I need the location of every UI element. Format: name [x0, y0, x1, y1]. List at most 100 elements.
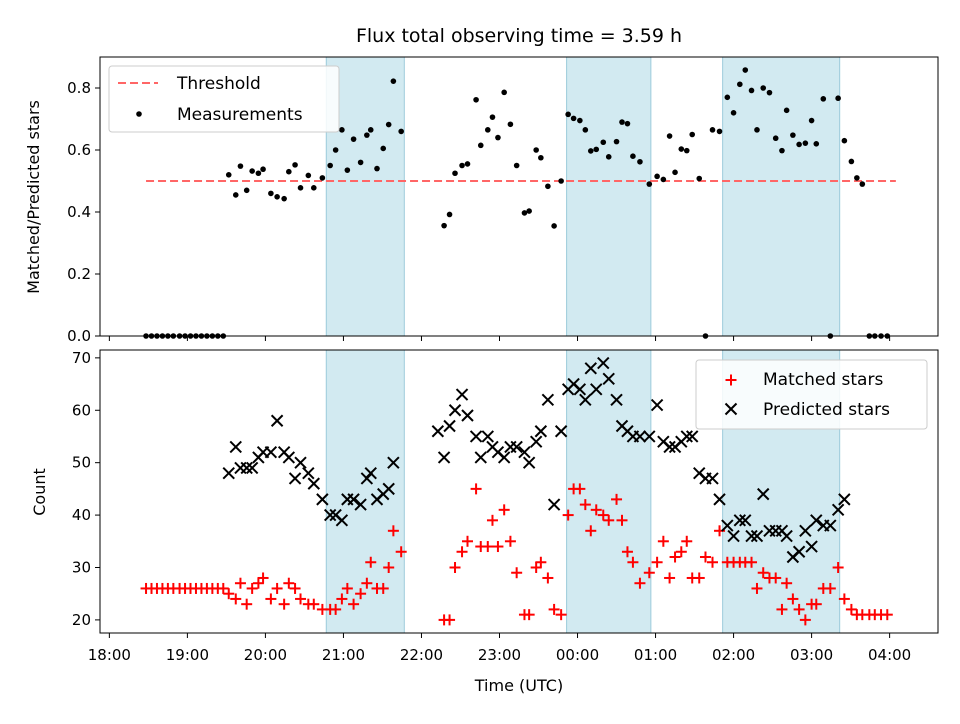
chart-title: Flux total observing time = 3.59 h — [356, 25, 682, 47]
predicted-star-point — [579, 393, 592, 406]
measurement-point — [380, 145, 387, 152]
top-legend: Threshold Measurements — [108, 65, 340, 133]
predicted-star-point — [805, 540, 818, 553]
measurement-point — [357, 159, 364, 166]
matched-star-point — [252, 577, 264, 589]
measurement-point — [582, 127, 589, 133]
measurement-point — [802, 140, 809, 146]
matched-star-point — [824, 582, 836, 594]
matched-star-point — [265, 593, 277, 605]
matched-star-point — [295, 593, 307, 605]
bottom-x-tick-label: 19:00 — [166, 646, 209, 664]
matched-star-point — [462, 535, 474, 547]
measurement-point — [737, 81, 743, 88]
matched-star-point — [832, 561, 844, 573]
predicted-star-point — [547, 498, 561, 511]
bottom-panel: 20 30 40 50 60 70 18:00 19:00 20:00 21:00 22:00 23… — [30, 349, 939, 695]
matched-star-point — [482, 541, 494, 553]
matched-star-point — [383, 561, 395, 573]
measurement-point — [600, 139, 607, 146]
measurement-point — [344, 167, 351, 173]
measurement-point — [305, 172, 312, 179]
measurement-point — [859, 181, 866, 187]
matched-star-point — [634, 577, 646, 589]
measurement-point — [672, 169, 678, 176]
measurement-point — [501, 89, 507, 96]
predicted-star-point — [792, 545, 806, 558]
measurement-point — [766, 89, 773, 96]
measurement-point — [730, 110, 737, 116]
measurement-point — [854, 175, 860, 181]
measurement-point — [513, 162, 520, 169]
measurement-point — [624, 120, 631, 127]
bottom-y-tick-label: 20 — [72, 611, 91, 629]
measurement-point — [565, 111, 571, 118]
bottom-axes-frame — [99, 349, 939, 634]
predicted-star-point — [461, 409, 474, 422]
measurement-point — [678, 146, 685, 152]
matched-star-point — [365, 556, 377, 568]
matched-star-point — [492, 541, 504, 553]
matched-star-point — [361, 577, 373, 589]
measurement-point — [593, 146, 600, 153]
measurement-point — [286, 168, 292, 175]
predicted-star-point — [431, 425, 445, 438]
matched-star-point — [643, 567, 655, 579]
predicted-star-point — [518, 445, 531, 459]
matched-star-point — [651, 556, 663, 568]
measurement-point — [646, 181, 653, 187]
measurement-point — [232, 192, 239, 198]
measurement-point — [274, 194, 280, 200]
predicted-star-point — [650, 398, 664, 412]
matched-star-point — [523, 609, 535, 621]
bottom-legend-box — [695, 359, 928, 430]
measurement-point — [689, 131, 696, 138]
measurement-point — [390, 78, 397, 84]
top-shaded-interval — [566, 56, 652, 337]
predicted-star-point — [222, 466, 235, 480]
matched-star-point — [217, 582, 229, 594]
bottom-x-tick-label: 23:00 — [478, 646, 521, 664]
predicted-star-point — [680, 430, 693, 443]
measurement-point — [577, 117, 583, 124]
top-panel: 0.00.20.40.60.8 Matched/Predicted stars … — [24, 56, 939, 345]
matched-star-point — [746, 556, 758, 568]
measurement-point — [790, 132, 796, 138]
measurement-point — [742, 67, 749, 73]
bottom-y-tick-label: 70 — [72, 349, 91, 367]
matched-star-point — [330, 603, 342, 615]
matched-star-point — [699, 551, 711, 563]
matched-star-point — [562, 509, 574, 521]
matched-star-point — [681, 535, 693, 547]
predicted-star-point — [838, 493, 851, 506]
legend-matched-swatch — [725, 374, 737, 386]
matched-star-point — [657, 535, 669, 547]
matched-star-point — [341, 582, 353, 594]
bottom-x-tick-label: 04:00 — [868, 646, 911, 664]
matched-star-point — [542, 572, 554, 584]
predicted-star-point — [757, 487, 770, 501]
matched-star-point — [757, 567, 769, 579]
measurement-point — [249, 168, 255, 174]
measurement-point — [558, 178, 564, 184]
bottom-x-axis: 18:00 19:00 20:00 21:00 22:00 23:00 00:00 01:00… — [88, 633, 911, 664]
measurement-point — [459, 162, 465, 169]
measurement-point — [521, 210, 528, 216]
matched-star-point — [470, 483, 482, 495]
predicted-star-point — [270, 414, 284, 427]
measurement-point — [452, 170, 458, 177]
matched-star-point — [585, 525, 597, 537]
predicted-star-point — [633, 430, 647, 443]
matched-star-point — [230, 593, 242, 605]
matched-star-point — [810, 598, 822, 610]
measurement-point — [683, 147, 690, 154]
matched-star-point — [278, 598, 290, 610]
matched-star-point — [787, 593, 799, 605]
predicted-star-point — [573, 383, 587, 396]
predicted-star-point — [316, 493, 329, 506]
predicted-star-point — [437, 451, 451, 464]
matched-star-point — [355, 588, 367, 600]
measurement-point — [477, 142, 484, 149]
bottom-y-tick-label: 40 — [72, 506, 91, 524]
top-y-tick-label: 0.0 — [67, 327, 91, 345]
